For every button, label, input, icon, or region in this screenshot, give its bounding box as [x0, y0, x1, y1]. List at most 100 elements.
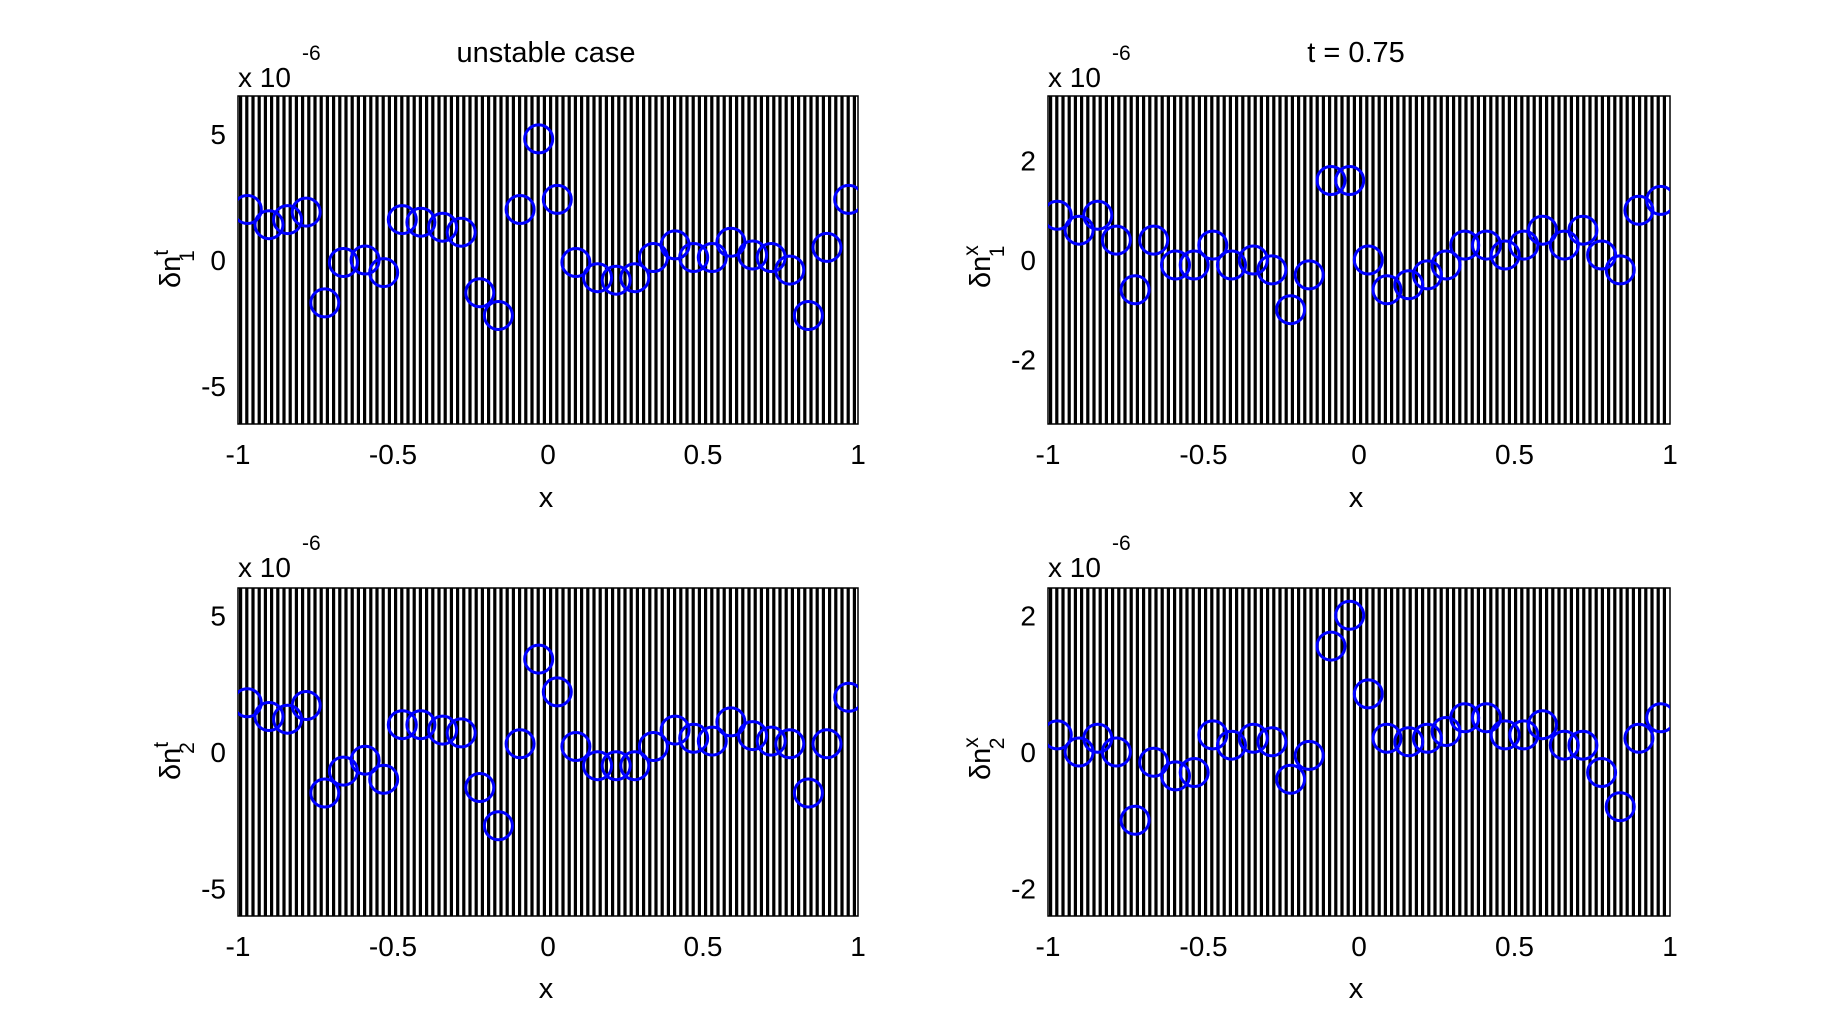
panel-4-stripe	[1185, 588, 1189, 916]
panel-1-stripe	[251, 96, 255, 424]
panel-4-data-point	[1315, 630, 1347, 662]
panel-1-stripe	[344, 96, 348, 424]
panel-3-stripe	[338, 588, 342, 916]
panel-1-stripe	[487, 96, 491, 424]
panel-2-stripe	[1600, 96, 1604, 424]
panel-2-stripe	[1154, 96, 1158, 424]
panel-2-stripe	[1631, 96, 1635, 424]
panel-3-stripe	[394, 588, 398, 916]
panel-3-stripe	[728, 588, 732, 916]
panel-3-stripe	[623, 588, 627, 916]
panel-1-data-point	[405, 206, 437, 238]
panel-1-stripe	[555, 96, 559, 424]
panel-1-stripe	[604, 96, 608, 424]
panel-2-stripe	[1377, 96, 1381, 424]
panel-2-stripe	[1340, 96, 1344, 424]
panel-2-data-point	[1048, 199, 1073, 231]
panel-4-stripe	[1191, 588, 1195, 916]
panel-2-data-point	[1352, 244, 1384, 276]
panel-2-stripe	[1284, 96, 1288, 424]
panel-2-data-point	[1430, 249, 1462, 281]
panel-3-stripe	[567, 588, 571, 916]
panel-4-data-point	[1489, 719, 1521, 751]
panel-4-stripe	[1117, 588, 1121, 916]
panel-4-data-point	[1586, 757, 1618, 788]
panel-3-stripe	[735, 588, 739, 916]
panel-3-data-point	[737, 720, 769, 752]
panel-4-stripe	[1588, 588, 1592, 916]
panel-3-data-point	[811, 728, 843, 760]
panel-1-stripe	[245, 96, 249, 424]
panel-3-stripe	[766, 588, 770, 916]
panel-4-data-point	[1293, 739, 1325, 771]
panel-3-stripe	[852, 588, 856, 916]
panel-2: t = 0.75 x 10 -6 δnx 1 x	[960, 37, 1405, 514]
panel-2-axes-frame	[1047, 95, 1671, 425]
panel-1-data-point	[368, 257, 400, 289]
panel-3-stripe	[673, 588, 677, 916]
panel-2-stripe	[1142, 96, 1146, 424]
panel-2-stripe	[1476, 96, 1480, 424]
panel-4-stripe	[1650, 588, 1654, 916]
panel-1-data-point	[504, 194, 536, 225]
panel-3-stripe	[803, 588, 807, 916]
panel-2-data-point	[1527, 214, 1558, 246]
panel-1-stripe	[257, 96, 261, 424]
panel-4-axes-frame	[1047, 587, 1671, 917]
panel-1-stripe	[412, 96, 416, 424]
panel-1-x-label: x	[539, 482, 554, 514]
panel-4-stripe	[1284, 588, 1288, 916]
panel-3-stripe	[648, 588, 652, 916]
panel-1-stripe	[852, 96, 856, 424]
panel-1-stripe	[815, 96, 819, 424]
panel-3-stripe	[741, 588, 745, 916]
panel-4-stripe	[1315, 588, 1319, 916]
panel-3-data-point	[833, 681, 858, 713]
panel-1-stripe	[623, 96, 627, 424]
panel-1-stripe	[660, 96, 664, 424]
panel-4-stripe	[1346, 588, 1350, 916]
panel-4-stripe	[1123, 588, 1127, 916]
panel-2-stripe	[1297, 96, 1301, 424]
panel-2-data-point	[1256, 254, 1288, 286]
panel-3-stripe	[301, 588, 305, 916]
panel-1-data-point	[386, 204, 418, 236]
panel-3-data-point	[482, 810, 514, 842]
panel-1-stripe	[319, 96, 323, 424]
panel-1-stripe	[803, 96, 807, 424]
panel-1-stripe	[468, 96, 472, 424]
panel-3-stripe	[846, 588, 850, 916]
panel-3-stripe	[288, 588, 292, 916]
panel-1-data-point	[445, 216, 477, 248]
panel-4-data-point	[1623, 722, 1655, 754]
panel-2-stripe	[1135, 96, 1139, 424]
panel-1-data-point	[464, 277, 496, 309]
panel-2-x-tick-label: -0.5	[1179, 439, 1227, 470]
panel-2-data-point	[1393, 269, 1425, 301]
panel-4-stripe	[1309, 588, 1313, 916]
panel-3-data-point	[755, 725, 787, 757]
panel-3-data-point	[238, 687, 263, 719]
panel-2-stripe	[1197, 96, 1201, 424]
panel-3-data-point	[715, 706, 747, 738]
panel-1-stripe	[524, 96, 528, 424]
panel-1-stripe	[443, 96, 447, 424]
panel-2-stripe	[1662, 96, 1666, 424]
panel-4-stripe	[1458, 588, 1462, 916]
panel-2-data-point	[1178, 249, 1210, 281]
panel-1-stripe	[759, 96, 763, 424]
panel-1-stripe	[617, 96, 621, 424]
panel-3-stripe	[239, 588, 243, 916]
panel-2-stripe	[1538, 96, 1542, 424]
panel-2-stripe	[1321, 96, 1325, 424]
panel-1-stripe	[772, 96, 776, 424]
panel-3-stripe	[319, 588, 323, 916]
panel-2-y-scale-label: x 10	[1048, 62, 1101, 93]
panel-4-stripe	[1272, 588, 1276, 916]
panel-2-stripe	[1365, 96, 1369, 424]
panel-1-stripe	[437, 96, 441, 424]
panel-2-stripe	[1551, 96, 1555, 424]
panel-4-markers	[1048, 599, 1670, 836]
panel-3-data-point	[464, 772, 496, 803]
panel-4-data-point	[1567, 729, 1599, 761]
